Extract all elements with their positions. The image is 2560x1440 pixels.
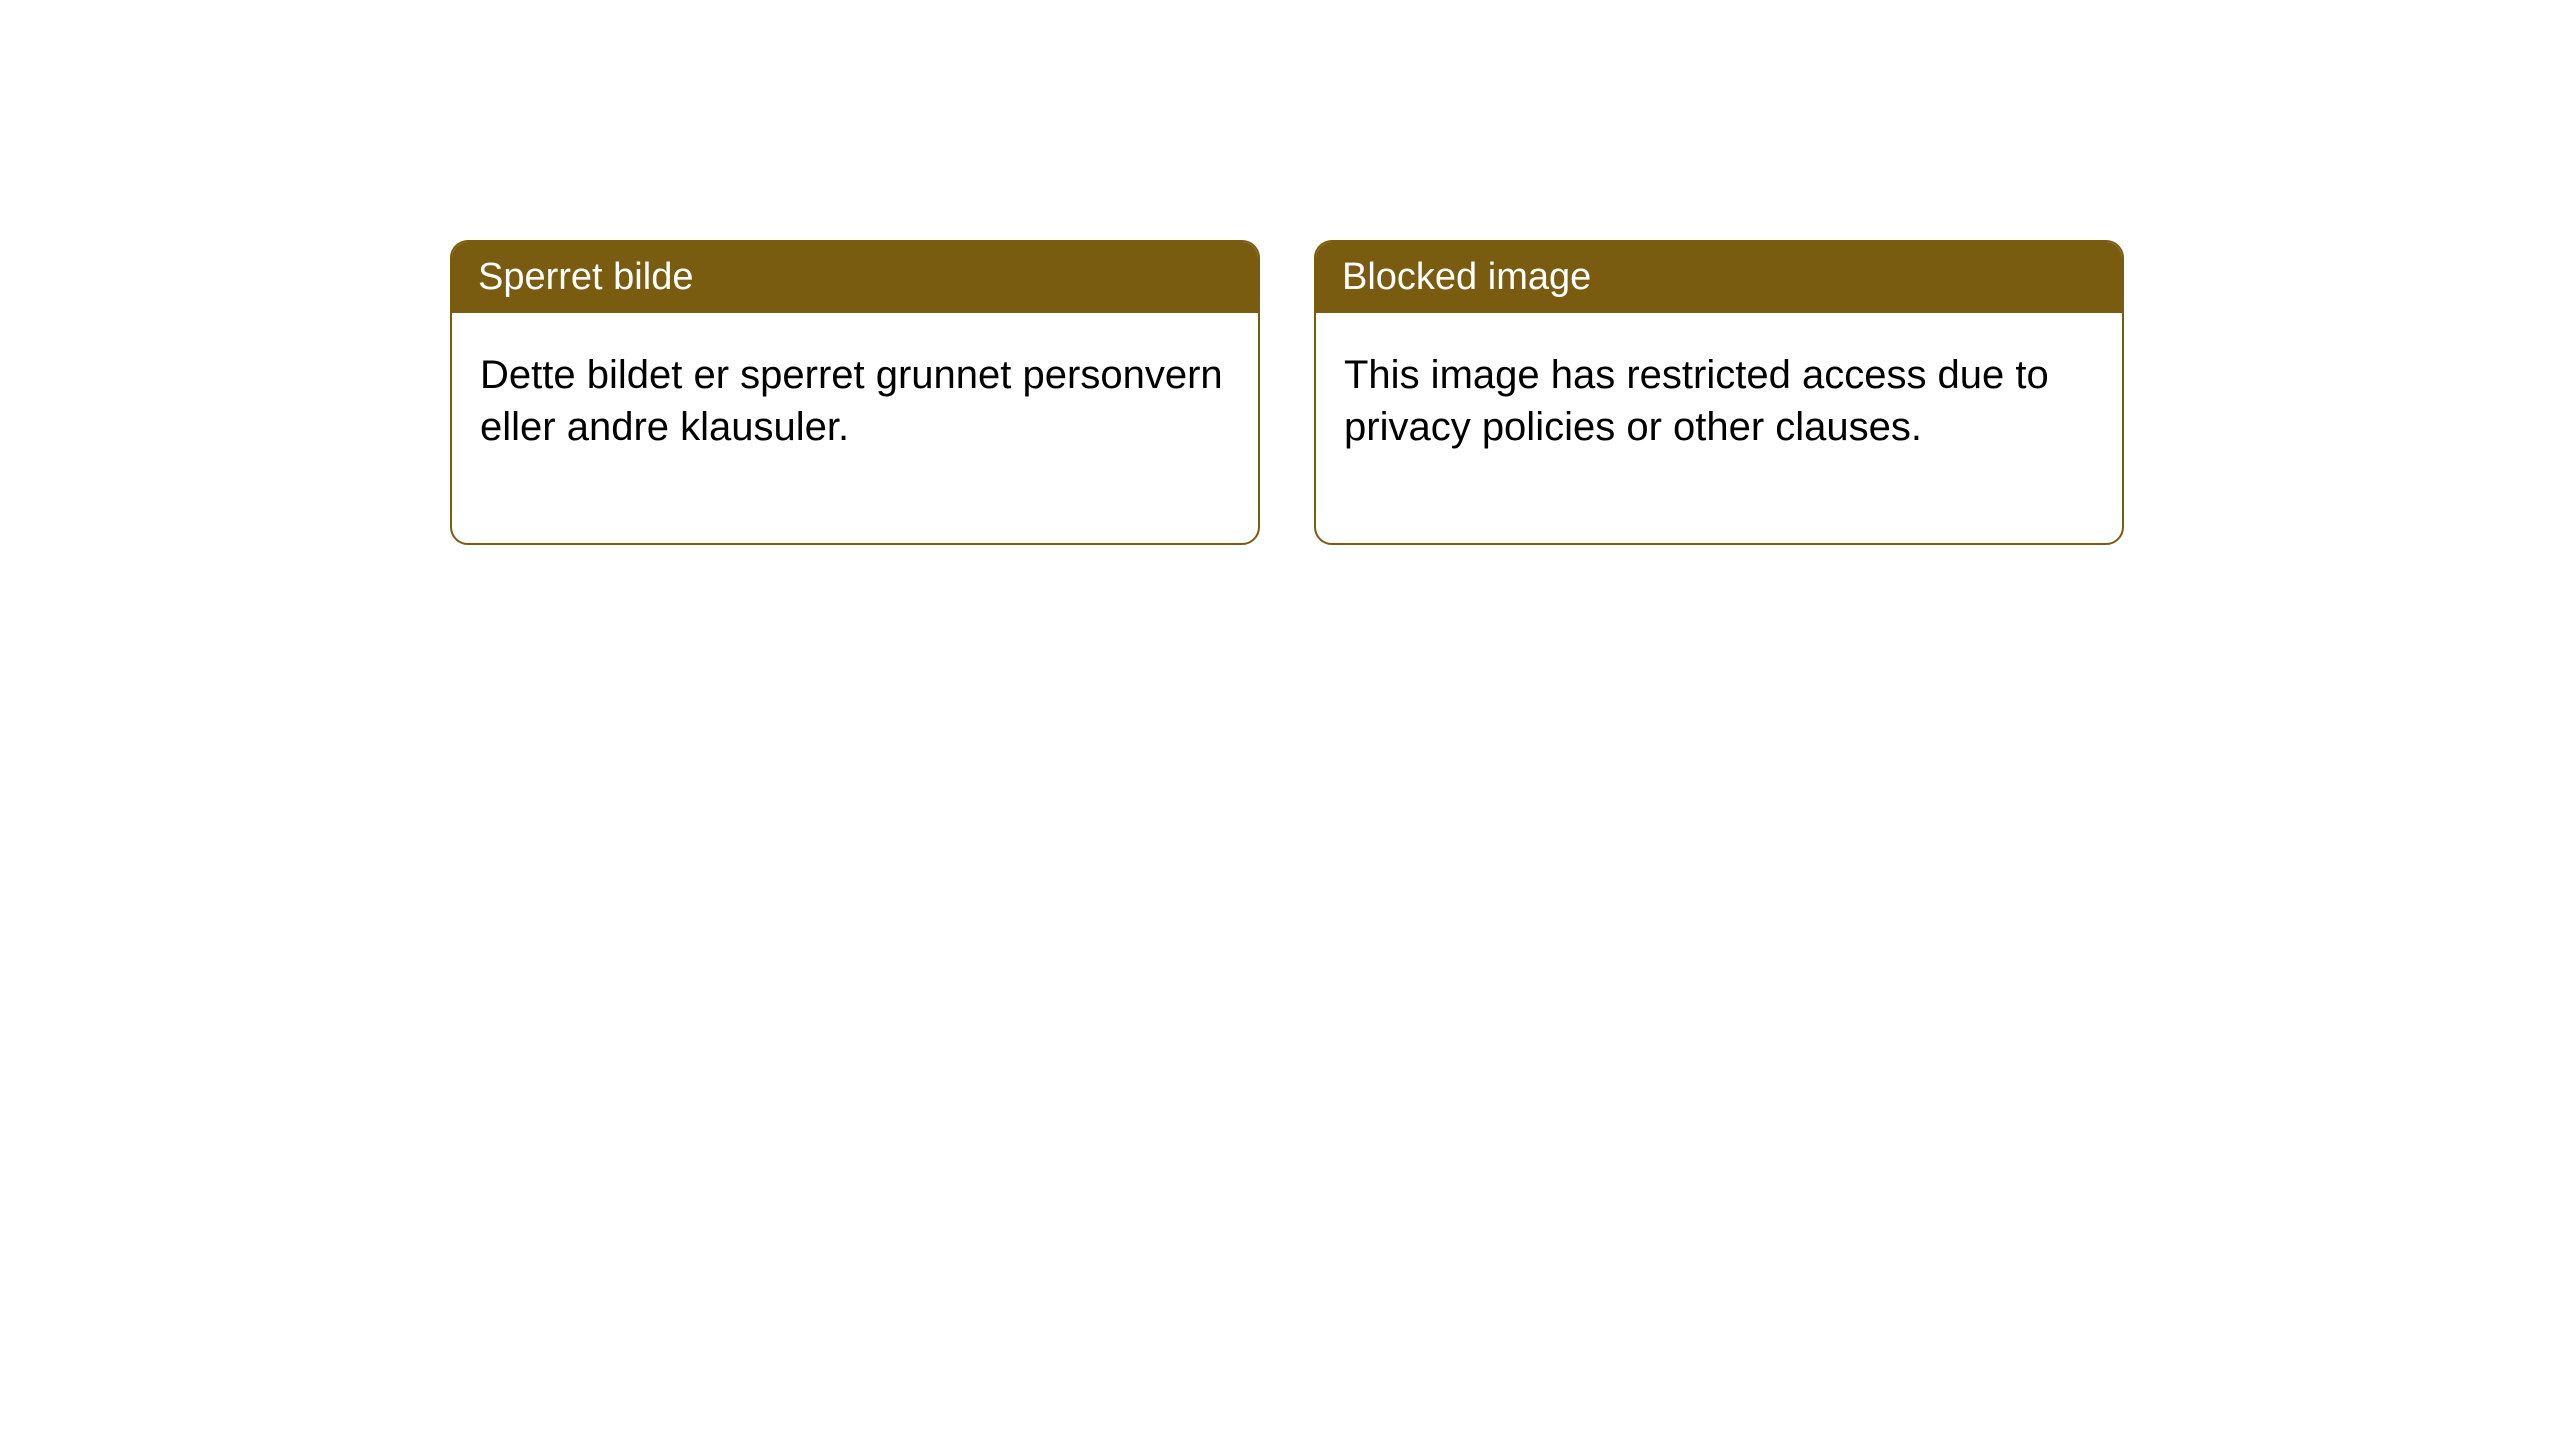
notice-header: Blocked image: [1316, 242, 2122, 313]
notice-header-text: Blocked image: [1342, 256, 1591, 298]
notice-body-text: Dette bildet er sperret grunnet personve…: [480, 353, 1223, 449]
notice-header-text: Sperret bilde: [478, 256, 693, 298]
notice-body: This image has restricted access due to …: [1316, 313, 2122, 543]
notice-body-text: This image has restricted access due to …: [1344, 353, 2049, 449]
notice-card-english: Blocked image This image has restricted …: [1314, 240, 2124, 545]
notice-header: Sperret bilde: [452, 242, 1258, 313]
notice-card-norwegian: Sperret bilde Dette bildet er sperret gr…: [450, 240, 1260, 545]
notice-container: Sperret bilde Dette bildet er sperret gr…: [0, 0, 2560, 545]
notice-body: Dette bildet er sperret grunnet personve…: [452, 313, 1258, 543]
